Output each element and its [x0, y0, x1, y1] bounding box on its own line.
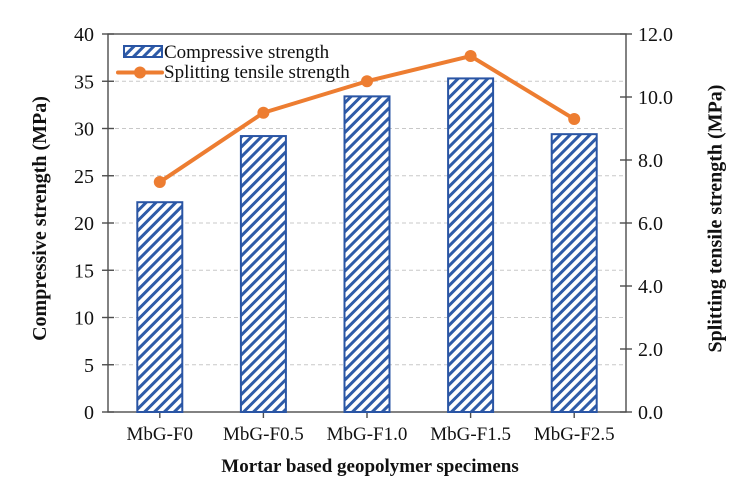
x-axis-tick-label: MbG-F0.5: [223, 424, 304, 445]
left-axis-tick-label: 30: [74, 119, 94, 141]
marker-MbG-F2.5: [568, 113, 581, 126]
left-axis-tick-label: 15: [74, 260, 94, 282]
bar-MbG-F1.0: [343, 95, 391, 414]
line-series: [153, 50, 581, 189]
right-axis-tick-label: 0.0: [638, 402, 663, 424]
left-axis-tick-label: 10: [74, 308, 94, 330]
right-axis-tick-label: 12.0: [638, 24, 673, 46]
left-axis-tick-label: 40: [74, 24, 94, 46]
legend-line-marker: [134, 66, 146, 79]
right-axis-tick-label: 6.0: [638, 213, 663, 235]
marker-MbG-F1.0: [361, 75, 373, 88]
left-axis-tick-label: 20: [74, 213, 94, 235]
marker-MbG-F0.5: [257, 106, 270, 119]
x-axis-tick-label: MbG-F1.5: [430, 424, 511, 445]
right-axis-tick-label: 10.0: [638, 87, 673, 109]
left-axis-tick-label: 35: [74, 71, 94, 93]
x-axis-tick-label: MbG-F2.5: [534, 424, 615, 445]
left-axis: [102, 33, 114, 413]
legend-label-splitting: Splitting tensile strength: [164, 62, 350, 83]
bar-MbG-F0: [136, 201, 184, 413]
x-axis-tick-label: MbG-F1.0: [327, 424, 408, 445]
right-axis-tick-label: 4.0: [638, 276, 663, 298]
legend: [116, 45, 164, 79]
bar-MbG-F0.5: [239, 135, 287, 413]
legend-label-compressive: Compressive strength: [164, 42, 330, 63]
bar-MbG-F1.5: [447, 77, 495, 413]
left-axis-tick-label: 0: [84, 402, 94, 424]
left-axis-title-text: Compressive strength (MPa): [28, 95, 51, 341]
legend-bar-swatch: [123, 45, 163, 58]
right-axis: [620, 33, 632, 413]
right-axis-tick-label: 8.0: [638, 150, 663, 172]
x-axis-title-text: Mortar based geopolymer specimens: [221, 456, 519, 477]
marker-MbG-F0: [153, 176, 166, 189]
bar-MbG-F2.5: [550, 133, 598, 413]
right-axis-tick-label: 2.0: [638, 339, 663, 361]
left-axis-tick-label: 25: [74, 166, 94, 188]
marker-MbG-F1.5: [464, 50, 477, 63]
right-axis-title-text: Splitting tensile strength (MPa): [704, 84, 727, 352]
bar-series: [136, 77, 598, 414]
x-axis-tick-label: MbG-F0: [127, 424, 194, 445]
left-axis-tick-label: 5: [84, 355, 94, 377]
